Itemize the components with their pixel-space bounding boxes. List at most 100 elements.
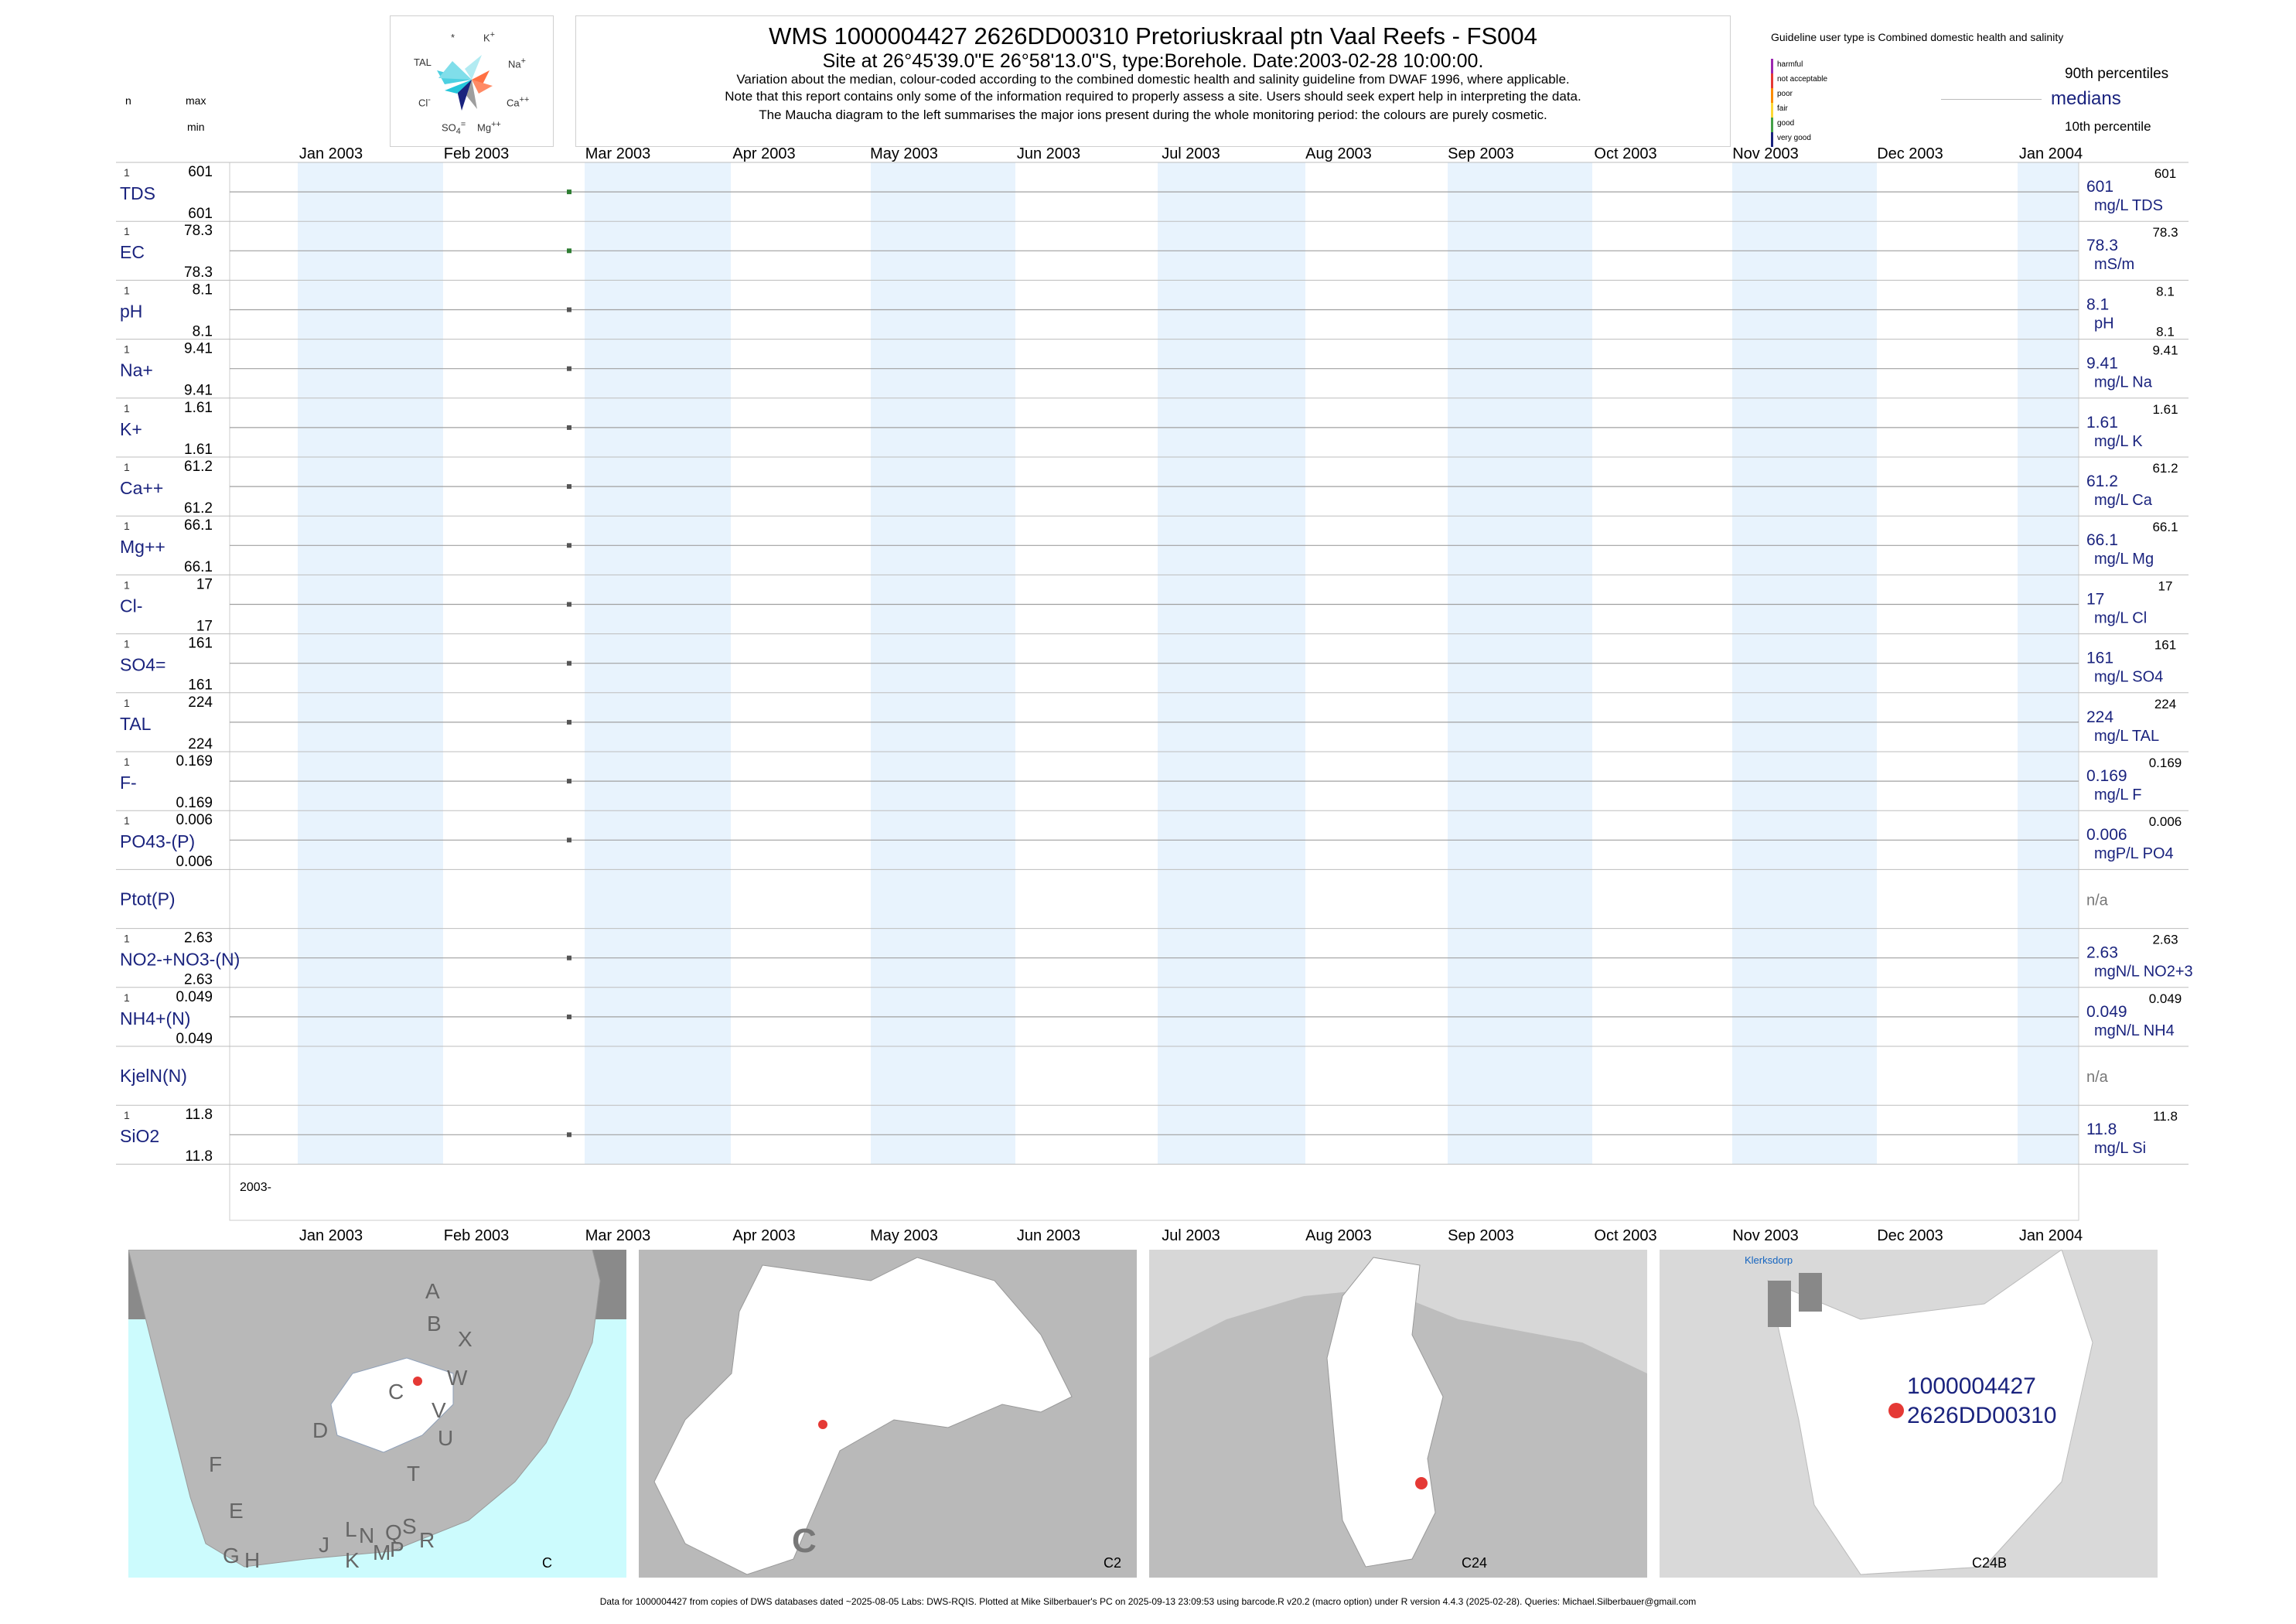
row-min: 601 [188,206,213,222]
header-max: max [186,94,206,107]
row-unit: mg/L TAL [2094,728,2159,745]
row-median: 9.41 [2086,355,2118,373]
map1-region-letter: Q [385,1520,402,1544]
month-label-bottom: Sep 2003 [1448,1227,1514,1244]
data-point [567,248,571,254]
row-p90: 0.049 [2149,991,2182,1006]
map1-region-letter: T [407,1462,421,1486]
row-name: Ca++ [120,478,163,498]
row-max: 224 [188,694,213,711]
map1-region-letter: P [390,1537,404,1561]
map4-caption: C24B [1972,1555,2008,1571]
row-n: 1 [124,991,130,1004]
row-unit: mg/L Mg [2094,551,2154,568]
data-point [567,838,571,843]
row-unit: mg/L F [2094,786,2142,803]
legend-class-swatch [1771,88,1773,103]
row-max: 601 [188,164,213,180]
row-unit: pH [2094,315,2114,332]
row-max: 1.61 [184,400,213,416]
map1-region-letter: R [419,1528,435,1552]
row-n: 1 [124,814,130,827]
legend-guideline: Guideline user type is Combined domestic… [1771,31,2064,43]
row-name: SiO2 [120,1126,159,1146]
maucha-label-cl: Cl- [418,95,431,109]
map1-region-letter: S [402,1514,417,1538]
row-median: 0.049 [2086,1003,2127,1021]
month-label-bottom: May 2003 [870,1227,938,1244]
row-max: 0.169 [176,753,213,769]
row-median: 8.1 [2086,295,2109,313]
row-max: 2.63 [184,930,213,947]
legend: Guideline user type is Combined domestic… [1771,23,2204,147]
row-median: 0.169 [2086,767,2127,785]
row-median: 11.8 [2086,1121,2117,1138]
row-n: 1 [124,697,130,709]
row-min: 66.1 [184,559,213,575]
map1-region-letter: N [359,1523,375,1547]
row-name: NH4+(N) [120,1008,190,1029]
chart: Jan 2003 Jan 2003 Feb 2003 Feb 2003 Mar 2003… [116,145,2193,1244]
row-median: 66.1 [2086,531,2118,549]
row-n: 1 [124,1109,130,1121]
month-label-bottom: Jan 2003 [299,1227,363,1244]
map1-region-letter: W [447,1366,468,1390]
data-point [567,779,571,784]
row-median: 161 [2086,650,2113,667]
month-label-bottom: Dec 2003 [1877,1227,1943,1244]
row-max: 78.3 [184,223,213,239]
month-label-bottom: Jun 2003 [1017,1227,1080,1244]
header-n: n [125,94,131,107]
map-c24b: Klerksdorp 1000004427 2626DD00310 C24B [1660,1250,2158,1578]
maucha-label-mg: Mg++ [477,120,501,134]
row-n: 1 [124,284,130,296]
maucha-star [437,55,493,111]
map1-region-letter: X [458,1327,473,1351]
page-title: WMS 1000004427 2626DD00310 Pretoriuskraa… [769,22,1537,49]
row-median: 61.2 [2086,473,2118,490]
row-n: 1 [124,343,130,356]
month-label-top: Jan 2004 [2019,145,2083,162]
row-unit: mg/L Na [2094,374,2153,391]
data-point [567,719,571,725]
row-median: 78.3 [2086,237,2118,254]
row-min: 0.006 [176,854,213,870]
month-label-top: Feb 2003 [444,145,510,162]
month-label-bottom: Jul 2003 [1162,1227,1220,1244]
map1-region-letter: K [345,1548,360,1572]
row-min: 9.41 [184,383,213,399]
row-unit: mS/m [2094,256,2134,273]
map3-caption: C24 [1462,1555,1488,1571]
month-label-top: May 2003 [870,145,938,162]
row-n: 1 [124,638,130,650]
row-name: Cl- [120,595,142,616]
month-label-top: Mar 2003 [585,145,651,162]
legend-class-swatch [1771,132,1773,147]
map1-region-letter: H [244,1548,261,1572]
row-min: 161 [188,677,213,694]
row-max: 61.2 [184,459,213,475]
title-box: WMS 1000004427 2626DD00310 Pretoriuskraa… [575,15,1731,147]
legend-median-line [1941,99,2042,100]
map4-site-code: 2626DD00310 [1907,1403,2057,1428]
map2-big-letter: C [792,1522,817,1560]
legend-class-label: good [1777,119,1795,128]
map1-region-letter: E [229,1499,244,1523]
month-label-bottom: Feb 2003 [444,1227,510,1244]
row-median-na: n/a [2086,892,2109,909]
row-min: 0.169 [176,795,213,811]
row-n: 1 [124,578,130,591]
row-p90: 66.1 [2152,520,2178,534]
legend-medians: medians [2051,88,2121,109]
month-label-bottom: Mar 2003 [585,1227,651,1244]
legend-class-label: harmful [1777,60,1803,69]
maucha-label-so4: SO4= [442,120,466,136]
month-label-bottom: Nov 2003 [1732,1227,1799,1244]
month-label-top: Sep 2003 [1448,145,1514,162]
row-p90: 2.63 [2152,933,2178,947]
map1-region-letter: U [438,1426,454,1450]
row-unit: mg/L K [2094,433,2143,450]
legend-p10: 10th percentile [2065,119,2151,134]
row-p90: 0.006 [2149,814,2182,829]
